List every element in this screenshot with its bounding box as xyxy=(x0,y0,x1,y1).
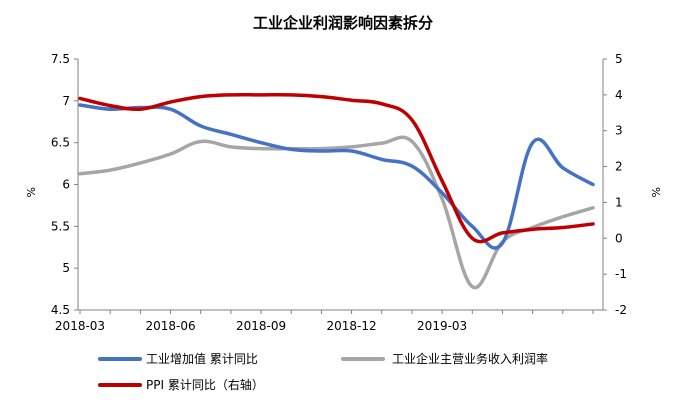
series-line-profit-margin xyxy=(78,135,595,290)
x-tick-label: 2019-03 xyxy=(417,319,467,333)
left-tick-label: 7 xyxy=(62,94,70,108)
legend-item-ppi: PPI 累计同比（右轴） xyxy=(98,377,264,392)
legend-label-ppi: PPI 累计同比（右轴） xyxy=(146,377,264,392)
left-tick-label: 6.5 xyxy=(51,136,70,150)
right-tick-label: -1 xyxy=(615,267,627,281)
left-tick-label: 6 xyxy=(62,178,70,192)
left-tick-label: 7.5 xyxy=(51,52,70,66)
series-line-industrial-value-added xyxy=(78,103,595,250)
legend-label-industrial-value-added: 工业增加值 累计同比 xyxy=(146,351,258,366)
legend: 工业增加值 累计同比 工业企业主营业务收入利润率 PPI 累计同比（右轴） xyxy=(98,351,548,392)
right-tick-label: 1 xyxy=(615,195,623,209)
left-tick-label: 5 xyxy=(62,261,70,275)
left-axis-unit: % xyxy=(24,187,37,197)
legend-label-profit-margin: 工业企业主营业务收入利润率 xyxy=(392,351,548,366)
x-tick-label: 2018-09 xyxy=(236,319,286,333)
right-tick-label: 2 xyxy=(615,160,623,174)
x-tick-label: 2018-12 xyxy=(327,319,377,333)
legend-item-industrial-value-added: 工业增加值 累计同比 xyxy=(98,351,258,366)
legend-item-profit-margin: 工业企业主营业务收入利润率 xyxy=(341,351,548,366)
series-lines xyxy=(78,92,595,290)
right-tick-label: 0 xyxy=(615,231,623,245)
right-tick-label: 3 xyxy=(615,124,623,138)
left-tick-label: 4.5 xyxy=(51,303,70,317)
right-tick-label: 5 xyxy=(615,52,623,66)
right-axis-unit: % xyxy=(649,187,662,197)
x-tick-label: 2018-03 xyxy=(55,319,105,333)
right-tick-label: -2 xyxy=(615,303,627,317)
axes xyxy=(74,58,607,314)
series-line-ppi xyxy=(78,92,595,244)
right-tick-label: 4 xyxy=(615,88,623,102)
chart-title: 工业企业利润影响因素拆分 xyxy=(253,14,433,32)
x-tick-label: 2018-06 xyxy=(145,319,195,333)
left-tick-label: 5.5 xyxy=(51,219,70,233)
tick-labels: 7.5 7 6.5 6 5.5 5 4.5 5 4 3 2 1 0 -1 -2 2018-03 2018-06 2… xyxy=(51,52,627,333)
